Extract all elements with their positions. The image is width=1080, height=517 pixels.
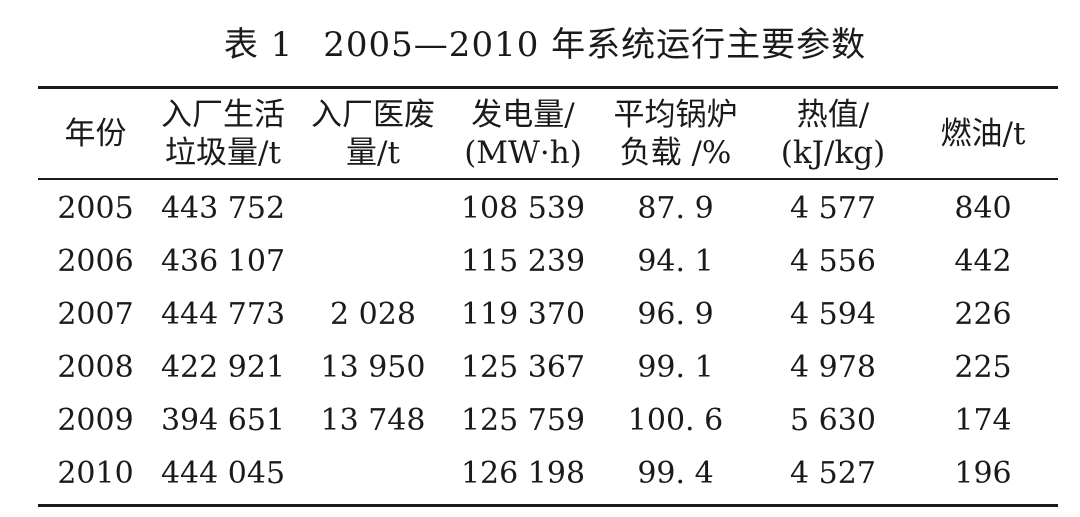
header-row: 年份 入厂生活 垃圾量/t 入厂医废 量/t 发电量/ (MW·h) 平均锅炉 … bbox=[38, 89, 1058, 178]
cell-fuel-oil: 442 bbox=[954, 244, 1012, 279]
cell-year: 2008 bbox=[57, 350, 134, 385]
table-row: 2009 394 651 13 748 125 759 100. 6 5 630… bbox=[38, 394, 1058, 447]
cell-medical-waste: 13 950 bbox=[320, 350, 426, 385]
cell-year: 2010 bbox=[57, 456, 134, 491]
header-year: 年份 bbox=[64, 115, 127, 152]
cell-domestic-waste: 444 045 bbox=[160, 456, 286, 491]
cell-heating-value: 4 527 bbox=[790, 456, 876, 491]
top-rule bbox=[38, 86, 1058, 89]
cell-year: 2009 bbox=[57, 403, 134, 438]
header-power-generation: 发电量/ (MW·h) bbox=[464, 96, 582, 171]
cell-domestic-waste: 444 773 bbox=[160, 297, 286, 332]
cell-power-generation: 115 239 bbox=[460, 244, 586, 279]
cell-power-generation: 125 759 bbox=[460, 403, 586, 438]
table-caption: 表 1 2005—2010 年系统运行主要参数 bbox=[0, 22, 1080, 68]
cell-heating-value: 4 556 bbox=[790, 244, 876, 279]
cell-boiler-load: 100. 6 bbox=[627, 403, 724, 438]
table-row: 2010 444 045 126 198 99. 4 4 527 196 bbox=[38, 447, 1058, 500]
header-fuel-oil: 燃油/t bbox=[940, 115, 1026, 152]
bottom-rule bbox=[38, 504, 1058, 507]
cell-boiler-load: 96. 9 bbox=[637, 297, 714, 332]
cell-fuel-oil: 226 bbox=[954, 297, 1012, 332]
cell-power-generation: 125 367 bbox=[460, 350, 586, 385]
cell-year: 2007 bbox=[57, 297, 134, 332]
cell-domestic-waste: 394 651 bbox=[160, 403, 286, 438]
cell-power-generation: 126 198 bbox=[460, 456, 586, 491]
table-row: 2006 436 107 115 239 94. 1 4 556 442 bbox=[38, 235, 1058, 288]
cell-heating-value: 4 978 bbox=[790, 350, 876, 385]
header-rule bbox=[38, 178, 1058, 180]
cell-boiler-load: 99. 1 bbox=[637, 350, 714, 385]
header-medical-waste: 入厂医废 量/t bbox=[311, 96, 435, 171]
cell-fuel-oil: 840 bbox=[954, 191, 1012, 226]
cell-fuel-oil: 225 bbox=[954, 350, 1012, 385]
cell-power-generation: 108 539 bbox=[460, 191, 586, 226]
cell-medical-waste: 13 748 bbox=[320, 403, 426, 438]
cell-heating-value: 4 594 bbox=[790, 297, 876, 332]
cell-boiler-load: 87. 9 bbox=[637, 191, 714, 226]
table-row: 2008 422 921 13 950 125 367 99. 1 4 978 … bbox=[38, 341, 1058, 394]
table-title: 2005—2010 年系统运行主要参数 bbox=[323, 25, 867, 65]
cell-medical-waste bbox=[293, 235, 453, 288]
header-heating-value: 热值/ (kJ/kg) bbox=[780, 96, 886, 171]
cell-boiler-load: 94. 1 bbox=[637, 244, 714, 279]
table-row: 2007 444 773 2 028 119 370 96. 9 4 594 2… bbox=[38, 288, 1058, 341]
cell-heating-value: 5 630 bbox=[790, 403, 876, 438]
cell-fuel-oil: 196 bbox=[954, 456, 1012, 491]
cell-medical-waste bbox=[293, 178, 453, 235]
cell-year: 2005 bbox=[57, 191, 134, 226]
cell-domestic-waste: 443 752 bbox=[160, 191, 286, 226]
parameters-table: 年份 入厂生活 垃圾量/t 入厂医废 量/t 发电量/ (MW·h) 平均锅炉 … bbox=[38, 89, 1058, 500]
cell-heating-value: 4 577 bbox=[790, 191, 876, 226]
cell-fuel-oil: 174 bbox=[954, 403, 1012, 438]
header-domestic-waste: 入厂生活 垃圾量/t bbox=[161, 96, 285, 171]
cell-medical-waste: 2 028 bbox=[330, 297, 416, 332]
table-row: 2005 443 752 108 539 87. 9 4 577 840 bbox=[38, 178, 1058, 235]
cell-medical-waste bbox=[293, 447, 453, 500]
cell-boiler-load: 99. 4 bbox=[637, 456, 714, 491]
cell-power-generation: 119 370 bbox=[460, 297, 586, 332]
table-number: 表 1 bbox=[223, 25, 294, 65]
cell-domestic-waste: 436 107 bbox=[160, 244, 286, 279]
cell-year: 2006 bbox=[57, 244, 134, 279]
cell-domestic-waste: 422 921 bbox=[160, 350, 286, 385]
header-boiler-load: 平均锅炉 负载 /% bbox=[613, 96, 738, 171]
